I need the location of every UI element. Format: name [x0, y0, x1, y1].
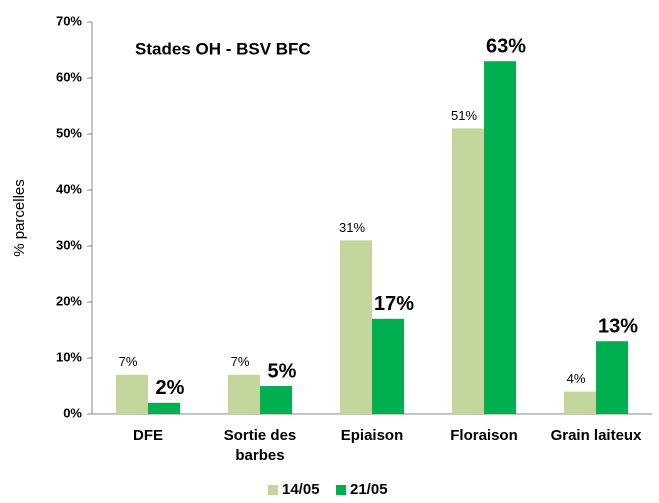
x-tick-label: Floraison — [450, 427, 518, 444]
data-label: 7% — [119, 354, 138, 369]
bar — [596, 341, 628, 414]
y-tick-label: 60% — [56, 69, 82, 84]
bar — [116, 374, 148, 414]
data-label: 13% — [598, 315, 638, 337]
x-tick-label: Epiaison — [340, 427, 404, 444]
bar — [260, 386, 292, 414]
y-tick-label: 40% — [56, 181, 82, 196]
y-axis-label: % parcelles — [11, 179, 28, 257]
bar — [452, 128, 484, 414]
data-label: 17% — [374, 293, 414, 315]
y-tick-label: 20% — [56, 293, 82, 308]
data-label: 2% — [156, 377, 185, 399]
bar — [372, 318, 404, 414]
data-label: 51% — [451, 108, 477, 123]
x-tick-label: Grain laiteux — [550, 427, 642, 444]
y-tick-label: 70% — [56, 13, 82, 28]
data-label: 63% — [486, 35, 526, 57]
data-label: 7% — [231, 354, 250, 369]
bar — [340, 240, 372, 414]
legend-swatch — [336, 485, 346, 495]
x-tick-label: DFE — [133, 427, 163, 444]
data-label: 31% — [339, 220, 365, 235]
bar — [148, 402, 180, 414]
data-label: 4% — [567, 371, 586, 386]
bar — [484, 61, 516, 414]
x-tick-label: Sortie des barbes — [223, 427, 297, 464]
bar — [228, 374, 260, 414]
legend-label: 21/05 — [350, 481, 388, 498]
bar — [564, 391, 596, 414]
y-tick-label: 30% — [56, 237, 82, 252]
y-tick-label: 10% — [56, 349, 82, 364]
y-tick-label: 0% — [63, 405, 82, 420]
chart-title: Stades OH - BSV BFC — [135, 39, 311, 58]
data-label: 5% — [268, 360, 297, 382]
legend-swatch — [268, 485, 278, 495]
legend-label: 14/05 — [282, 481, 320, 498]
y-tick-label: 50% — [56, 125, 82, 140]
